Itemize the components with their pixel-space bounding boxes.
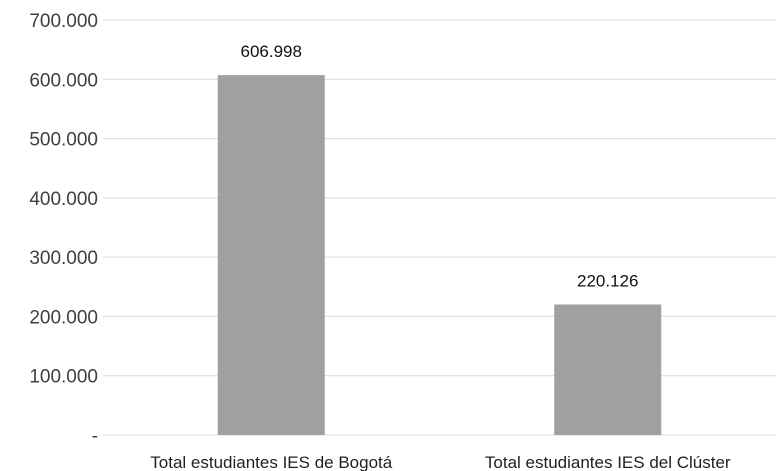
y-tick-label: 200.000 xyxy=(29,307,98,328)
data-label: 220.126 xyxy=(577,271,638,290)
y-tick-label: - xyxy=(92,426,98,447)
y-tick-label: 100.000 xyxy=(29,367,98,388)
y-tick-label: 700.000 xyxy=(29,11,98,32)
x-category-label: Total estudiantes IES del Clúster xyxy=(485,453,731,471)
data-label: 606.998 xyxy=(241,42,302,61)
bar xyxy=(554,304,662,435)
y-tick-label: 300.000 xyxy=(29,248,98,269)
y-tick-label: 500.000 xyxy=(29,130,98,151)
x-category-label: Total estudiantes IES de Bogotá xyxy=(150,453,392,471)
y-tick-label: 400.000 xyxy=(29,189,98,210)
bar xyxy=(217,75,325,435)
y-tick-label: 600.000 xyxy=(29,70,98,91)
